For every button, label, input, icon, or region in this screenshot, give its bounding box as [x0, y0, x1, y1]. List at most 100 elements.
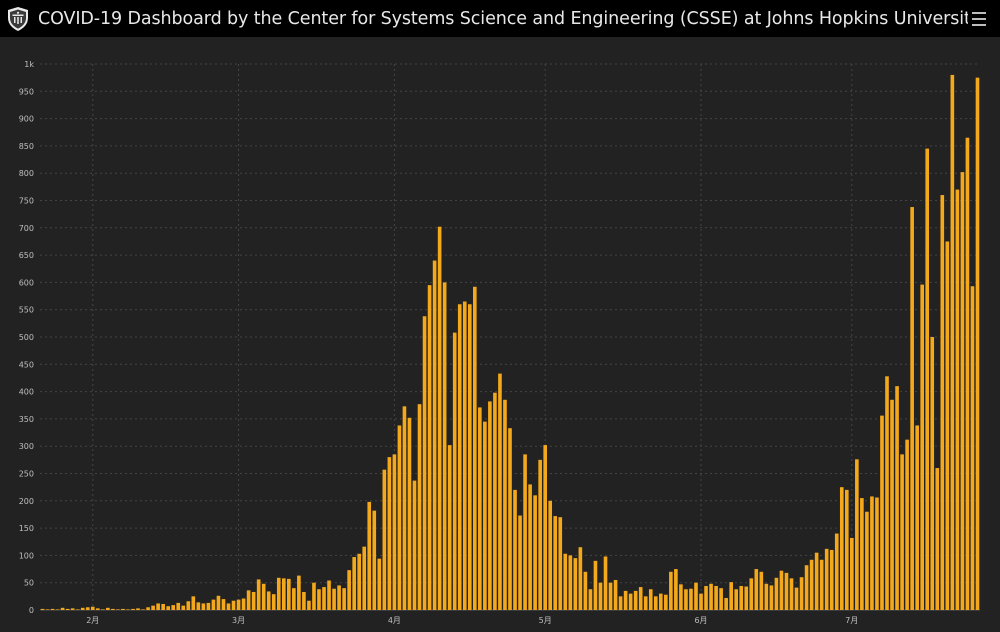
bar[interactable]: [246, 590, 251, 610]
bar[interactable]: [382, 469, 387, 610]
bar[interactable]: [618, 596, 623, 610]
bar[interactable]: [528, 484, 532, 610]
bar[interactable]: [769, 585, 774, 610]
bar[interactable]: [880, 415, 884, 610]
bar[interactable]: [950, 74, 955, 611]
bar[interactable]: [176, 602, 181, 610]
bar[interactable]: [523, 454, 527, 610]
bar[interactable]: [955, 189, 960, 610]
bar[interactable]: [493, 392, 497, 610]
bar[interactable]: [638, 587, 643, 610]
bar[interactable]: [141, 609, 145, 610]
bar[interactable]: [925, 148, 930, 610]
bar[interactable]: [201, 603, 206, 610]
bar[interactable]: [478, 407, 482, 610]
bar[interactable]: [322, 587, 326, 610]
bar[interactable]: [628, 593, 633, 610]
bar[interactable]: [156, 603, 160, 610]
bar[interactable]: [940, 195, 945, 611]
bar[interactable]: [563, 553, 568, 610]
bar[interactable]: [473, 286, 477, 610]
bar[interactable]: [945, 241, 950, 610]
bar[interactable]: [352, 557, 356, 610]
hamburger-menu-icon[interactable]: [968, 8, 990, 30]
bar[interactable]: [533, 495, 537, 610]
bar[interactable]: [307, 600, 311, 610]
bar[interactable]: [60, 607, 65, 610]
bar[interactable]: [96, 608, 100, 610]
bar[interactable]: [206, 602, 211, 610]
bar[interactable]: [538, 459, 542, 610]
bar[interactable]: [231, 600, 236, 610]
bar[interactable]: [613, 579, 618, 610]
bar[interactable]: [442, 282, 447, 610]
bar[interactable]: [191, 596, 196, 610]
bar[interactable]: [824, 548, 829, 610]
bar[interactable]: [75, 609, 80, 610]
bar[interactable]: [935, 468, 940, 610]
bar[interactable]: [40, 608, 45, 610]
bar[interactable]: [829, 549, 834, 610]
bar[interactable]: [799, 577, 804, 610]
bar[interactable]: [679, 584, 683, 610]
bar[interactable]: [402, 406, 407, 610]
bar[interactable]: [724, 597, 728, 610]
bar[interactable]: [960, 172, 965, 611]
bar[interactable]: [111, 608, 115, 610]
bar[interactable]: [739, 585, 744, 610]
bar[interactable]: [90, 606, 95, 610]
bar[interactable]: [266, 591, 271, 610]
bar[interactable]: [749, 578, 754, 610]
bar[interactable]: [865, 511, 869, 610]
bar[interactable]: [292, 588, 296, 610]
bar[interactable]: [342, 588, 346, 610]
bar[interactable]: [281, 578, 286, 610]
bar[interactable]: [251, 591, 256, 610]
bar[interactable]: [930, 337, 935, 610]
bar[interactable]: [518, 515, 522, 610]
bar[interactable]: [417, 404, 422, 610]
bar[interactable]: [779, 570, 784, 610]
bar[interactable]: [387, 457, 392, 610]
bar[interactable]: [885, 376, 889, 610]
bar[interactable]: [578, 547, 583, 610]
bar[interactable]: [759, 571, 764, 610]
bar[interactable]: [45, 609, 50, 610]
bar[interactable]: [734, 589, 739, 610]
bar[interactable]: [648, 589, 653, 610]
bar[interactable]: [719, 588, 723, 610]
bar[interactable]: [70, 608, 75, 610]
bar[interactable]: [558, 517, 563, 610]
bar[interactable]: [488, 401, 492, 610]
bar[interactable]: [101, 609, 105, 610]
bar[interactable]: [568, 555, 573, 610]
bar[interactable]: [65, 608, 70, 610]
bar[interactable]: [573, 558, 578, 610]
bar[interactable]: [327, 580, 331, 610]
bar[interactable]: [709, 583, 713, 610]
bar[interactable]: [166, 606, 170, 610]
bar[interactable]: [337, 585, 341, 610]
bar[interactable]: [216, 595, 221, 610]
bar[interactable]: [276, 577, 281, 610]
bar[interactable]: [211, 599, 216, 610]
bar[interactable]: [457, 304, 462, 610]
bar[interactable]: [513, 489, 517, 610]
bar[interactable]: [588, 589, 593, 610]
bar[interactable]: [347, 570, 351, 610]
bar[interactable]: [181, 605, 186, 610]
bar[interactable]: [256, 579, 261, 610]
bar[interactable]: [583, 571, 588, 610]
bar[interactable]: [221, 599, 226, 610]
bar[interactable]: [297, 575, 301, 610]
bar[interactable]: [900, 454, 904, 610]
bar[interactable]: [412, 480, 417, 610]
bar[interactable]: [764, 583, 769, 610]
bar[interactable]: [975, 77, 980, 610]
bar[interactable]: [920, 284, 924, 610]
bar[interactable]: [271, 594, 276, 610]
bar[interactable]: [915, 425, 919, 610]
bar[interactable]: [895, 386, 899, 610]
bar[interactable]: [171, 605, 176, 610]
bar[interactable]: [261, 583, 266, 610]
